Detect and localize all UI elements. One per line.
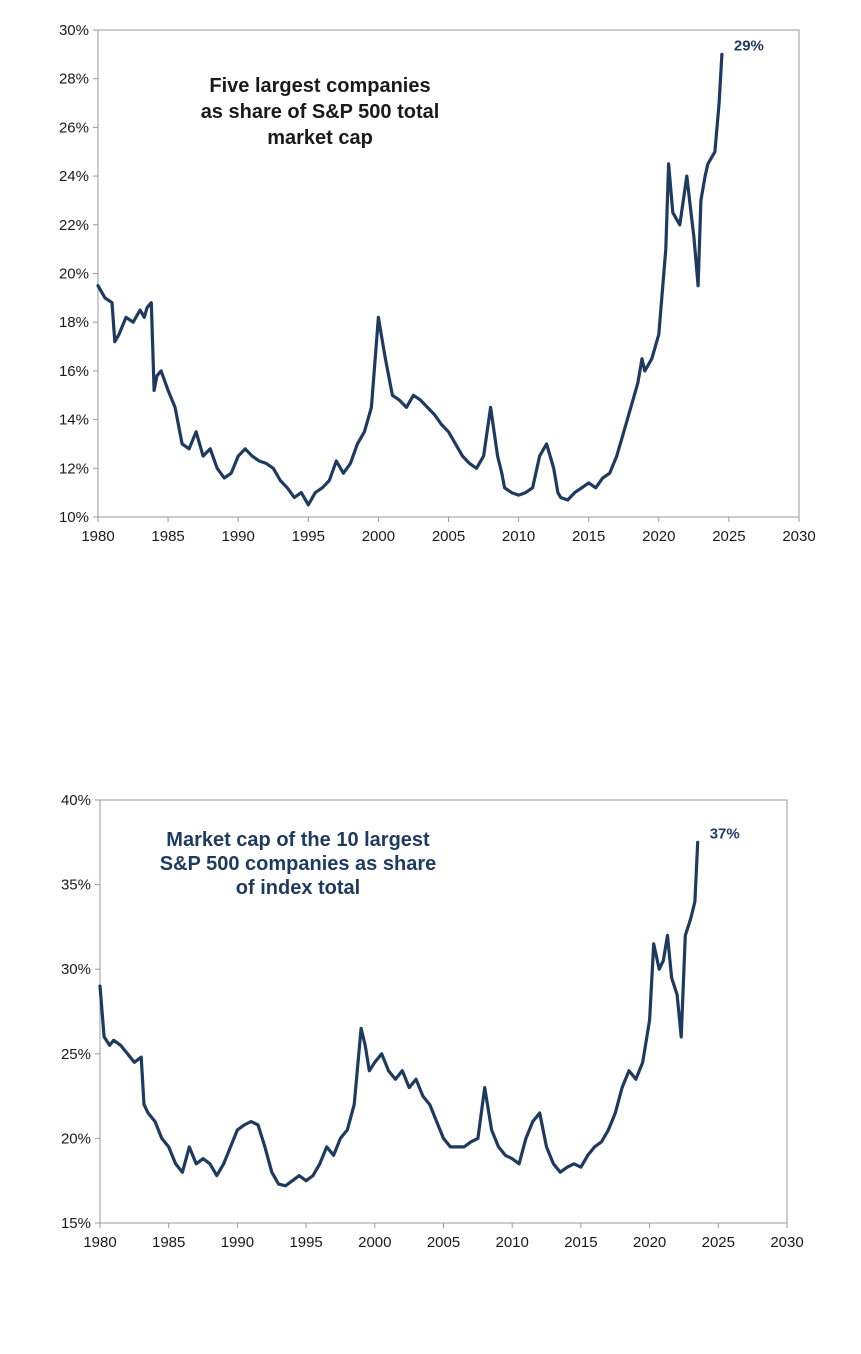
chart-title-line: Market cap of the 10 largest <box>166 829 430 851</box>
end-value-label: 37% <box>710 825 740 842</box>
y-tick-label: 14% <box>59 412 89 429</box>
y-tick-label: 18% <box>59 314 89 331</box>
end-value-label: 29% <box>734 37 764 54</box>
y-tick-label: 15% <box>61 1215 91 1232</box>
y-tick-label: 12% <box>59 460 89 477</box>
y-tick-label: 30% <box>59 22 89 39</box>
y-tick-label: 28% <box>59 71 89 88</box>
series-line <box>98 840 700 1188</box>
x-tick-label: 1985 <box>152 1234 185 1251</box>
y-tick-label: 25% <box>61 1046 91 1063</box>
x-tick-label: 1990 <box>222 528 255 545</box>
y-tick-label: 10% <box>59 509 89 526</box>
chart-title-line: of index total <box>236 877 360 899</box>
x-tick-label: 2025 <box>702 1234 735 1251</box>
series-line <box>96 52 724 507</box>
chart-title-line: market cap <box>267 127 373 149</box>
x-tick-label: 1985 <box>151 528 184 545</box>
chart-title-line: S&P 500 companies as share <box>160 853 436 875</box>
x-tick-label: 2010 <box>502 528 535 545</box>
y-tick-label: 26% <box>59 119 89 136</box>
x-tick-label: 2030 <box>770 1234 803 1251</box>
x-tick-label: 1990 <box>221 1234 254 1251</box>
x-tick-label: 1995 <box>292 528 325 545</box>
x-tick-label: 2020 <box>642 528 675 545</box>
x-tick-label: 2010 <box>496 1234 529 1251</box>
x-tick-label: 1980 <box>83 1234 116 1251</box>
y-tick-label: 40% <box>61 792 91 809</box>
x-tick-label: 2015 <box>564 1234 597 1251</box>
chart-title-line: as share of S&P 500 total <box>201 101 440 123</box>
x-tick-label: 2020 <box>633 1234 666 1251</box>
y-tick-label: 20% <box>61 1130 91 1147</box>
y-tick-label: 22% <box>59 217 89 234</box>
x-tick-label: 2000 <box>362 528 395 545</box>
y-tick-label: 20% <box>59 266 89 283</box>
chart-title-line: Five largest companies <box>209 75 430 97</box>
x-tick-label: 1980 <box>81 528 114 545</box>
chart-bottom: 15% 20% 25% 30% 35% 40% 1980 1985 1990 1995 2000 20… <box>61 792 804 1251</box>
y-tick-label: 16% <box>59 363 89 380</box>
y-tick-label: 35% <box>61 877 91 894</box>
x-tick-label: 2005 <box>427 1234 460 1251</box>
chart-top: 10% 12% 14% 16% 18% 20% 22% 24% 26% 28% 30% 1980 198… <box>59 22 816 545</box>
x-tick-label: 2030 <box>782 528 815 545</box>
x-tick-label: 2025 <box>712 528 745 545</box>
x-tick-label: 2005 <box>432 528 465 545</box>
y-tick-label: 30% <box>61 961 91 978</box>
y-tick-label: 24% <box>59 168 89 185</box>
x-tick-label: 2000 <box>358 1234 391 1251</box>
x-tick-label: 2015 <box>572 528 605 545</box>
x-tick-label: 1995 <box>289 1234 322 1251</box>
